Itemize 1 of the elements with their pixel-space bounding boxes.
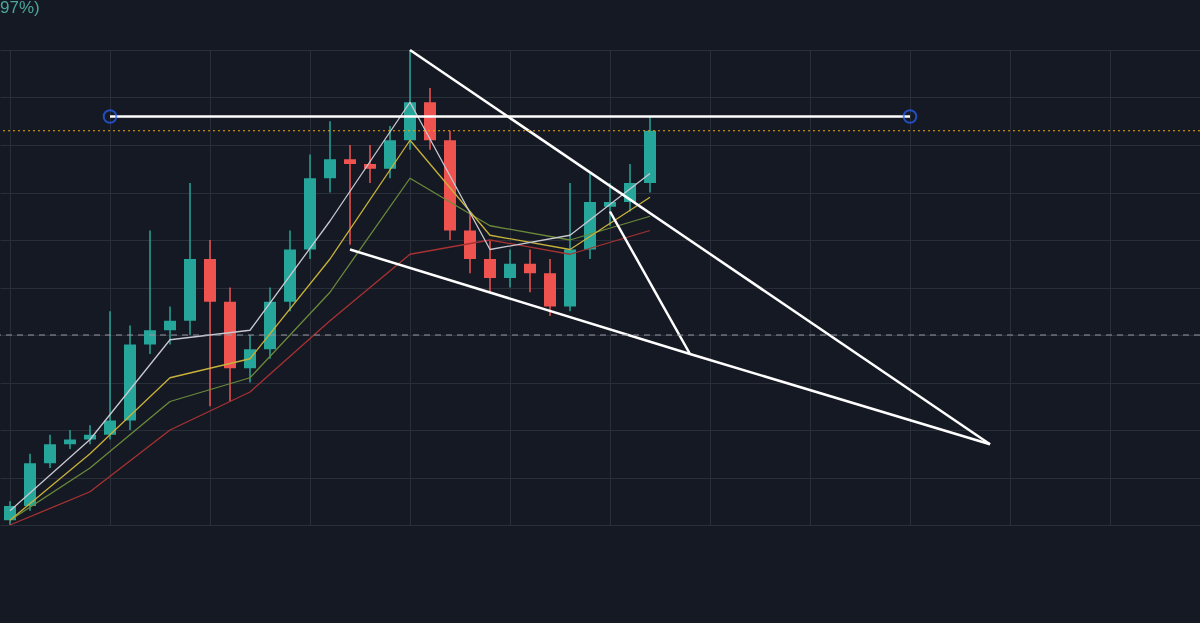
text: 97%) (0, 0, 40, 17)
